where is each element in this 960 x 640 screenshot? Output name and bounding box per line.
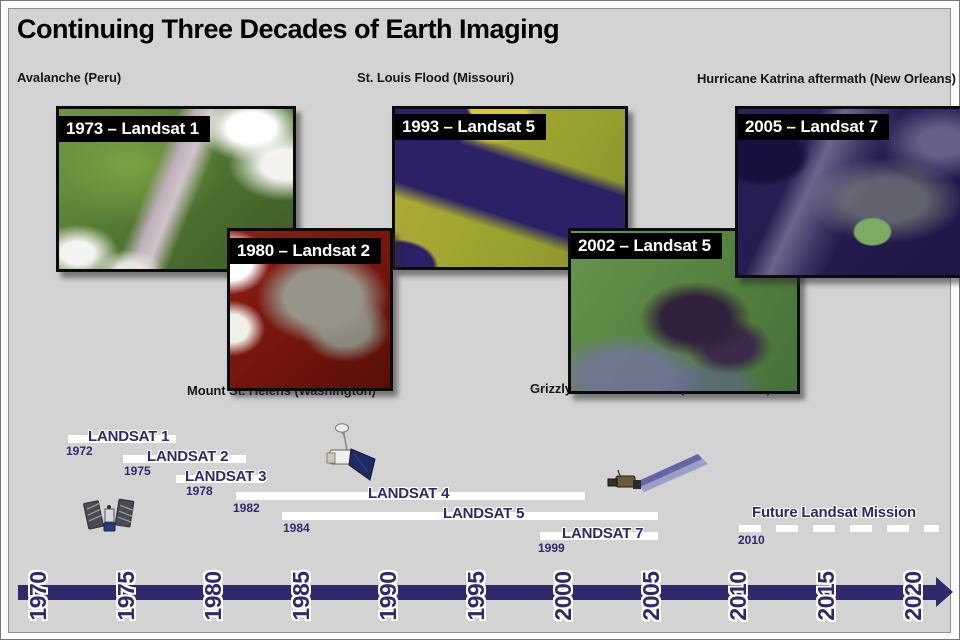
timeline-axis-arrow-icon: [936, 577, 953, 607]
axis-tick-1990: 1990: [375, 571, 401, 621]
mission-start-year-future-landsat: 2010: [738, 533, 765, 547]
photo-hurricane-katrina: 2005 – Landsat 7: [735, 106, 960, 278]
axis-tick-1995: 1995: [463, 571, 489, 621]
landsat-4-5-satellite-icon: [326, 423, 376, 481]
axis-tick-2000: 2000: [550, 571, 576, 621]
photo-label-landsat-1: 1973 – Landsat 1: [59, 116, 210, 142]
axis-tick-2005: 2005: [638, 571, 664, 621]
mission-bar-landsat-3: [176, 475, 264, 483]
mission-label-landsat-3: LANDSAT 3: [185, 468, 267, 485]
caption-avalanche-peru: Avalanche (Peru): [17, 70, 122, 85]
mission-label-landsat-4: LANDSAT 4: [368, 485, 450, 502]
photo-mount-st-helens: 1980 – Landsat 2: [227, 228, 393, 391]
mission-start-year-landsat-2: 1975: [124, 464, 151, 478]
caption-st-louis-flood: St. Louis Flood (Missouri): [357, 70, 514, 85]
early-landsat-satellite-icon: [83, 498, 135, 532]
poster-panel: [8, 8, 951, 633]
axis-tick-2015: 2015: [813, 571, 839, 621]
axis-tick-1985: 1985: [288, 571, 314, 621]
page-title: Continuing Three Decades of Earth Imagin…: [17, 14, 560, 44]
mission-bar-future-landsat: [739, 525, 939, 532]
mission-bar-landsat-7: [540, 532, 658, 540]
mission-label-landsat-7: LANDSAT 7: [562, 525, 644, 542]
mission-start-year-landsat-1: 1972: [66, 444, 93, 458]
mission-bar-landsat-4: [236, 492, 585, 500]
axis-tick-1970: 1970: [25, 571, 51, 621]
mission-label-landsat-5: LANDSAT 5: [443, 505, 525, 522]
mission-label-landsat-2: LANDSAT 2: [147, 448, 229, 465]
photo-label-landsat-5-2002: 2002 – Landsat 5: [571, 233, 722, 259]
mission-label-future-landsat: Future Landsat Mission: [752, 504, 916, 521]
landsat-7-satellite-icon: [607, 454, 708, 492]
axis-tick-1980: 1980: [200, 571, 226, 621]
mission-start-year-landsat-4: 1982: [233, 501, 260, 515]
photo-label-landsat-5-1993: 1993 – Landsat 5: [395, 114, 546, 140]
axis-tick-2020: 2020: [900, 571, 926, 621]
mission-start-year-landsat-5: 1984: [283, 521, 310, 535]
timeline-axis-bar: [18, 585, 938, 600]
photo-label-landsat-2: 1980 – Landsat 2: [230, 238, 381, 264]
axis-tick-2010: 2010: [725, 571, 751, 621]
mission-bar-landsat-1: [68, 435, 176, 443]
mission-bar-landsat-2: [123, 455, 246, 463]
axis-tick-1975: 1975: [113, 571, 139, 621]
photo-label-landsat-7: 2005 – Landsat 7: [738, 114, 889, 140]
mission-bar-landsat-5: [282, 512, 658, 520]
mission-label-landsat-1: LANDSAT 1: [88, 428, 170, 445]
mission-start-year-landsat-7: 1999: [538, 541, 565, 555]
caption-hurricane-katrina: Hurricane Katrina aftermath (New Orleans…: [697, 71, 956, 86]
mission-start-year-landsat-3: 1978: [186, 484, 213, 498]
